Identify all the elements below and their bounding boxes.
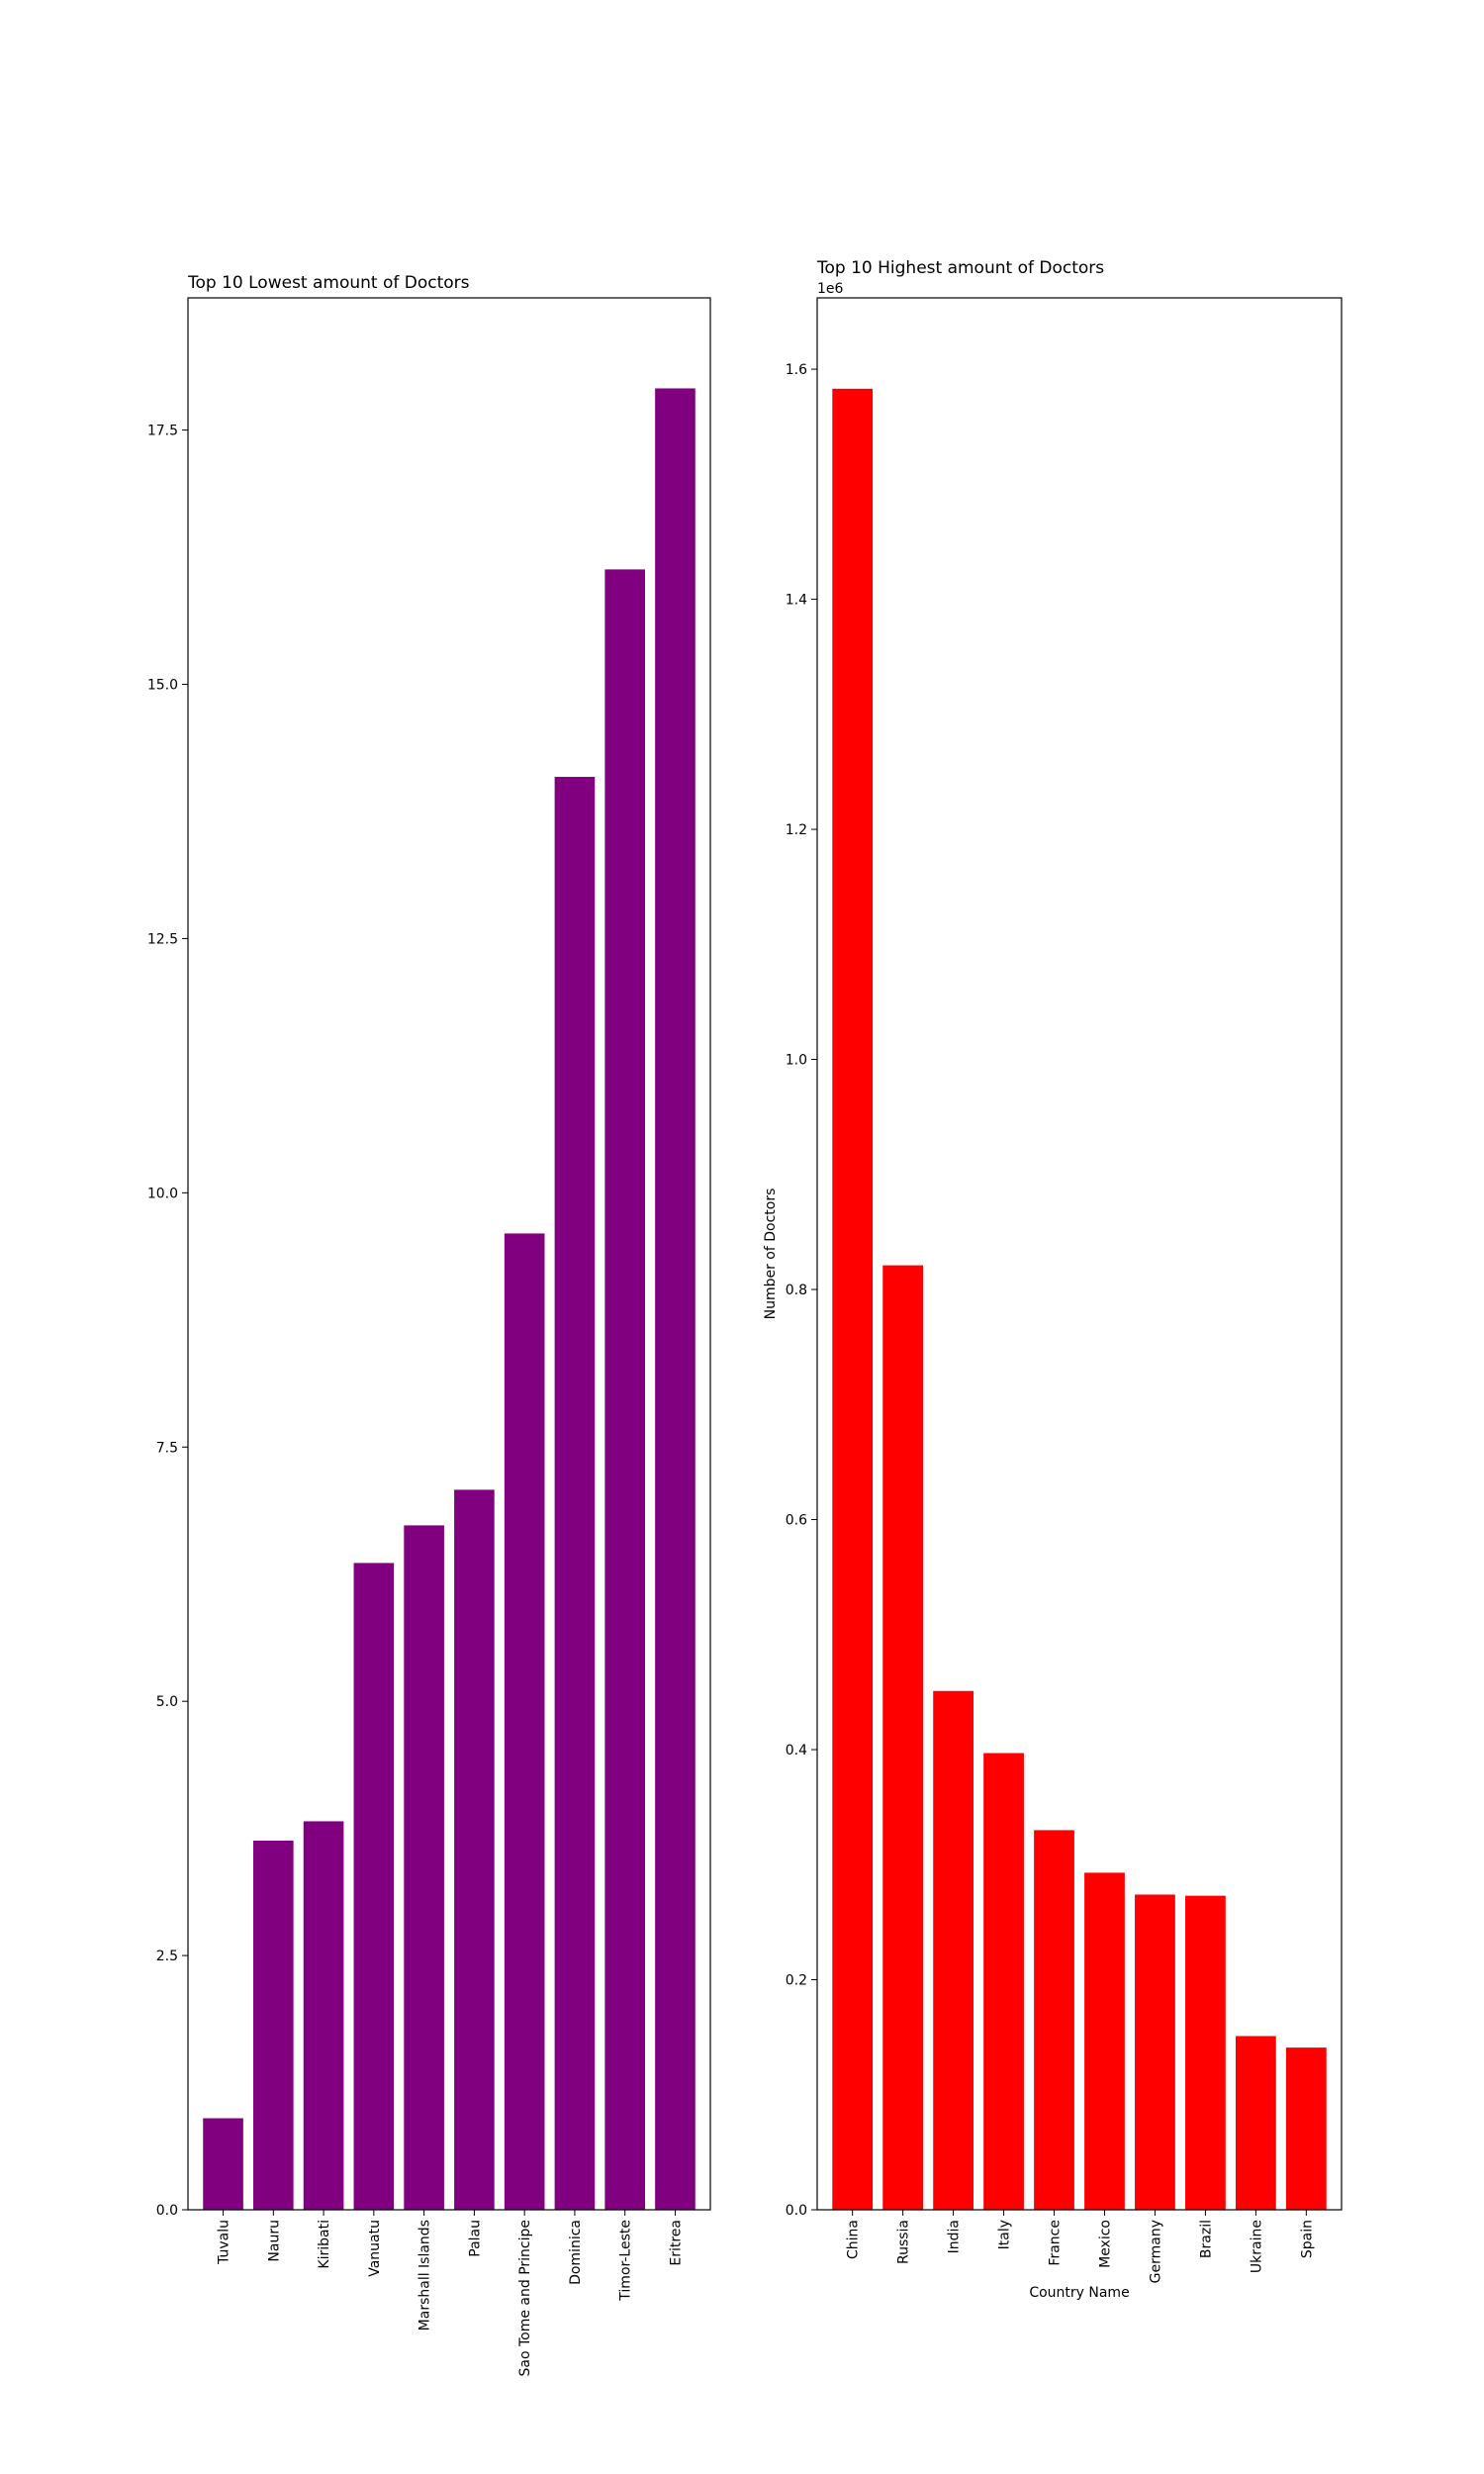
y-offset-text: 1e6 — [817, 281, 844, 297]
y-tick-label: 12.5 — [147, 931, 178, 947]
x-tick-label: China — [846, 2220, 862, 2259]
bar-sao-tome-and-principe — [504, 1233, 545, 2210]
x-tick-label: India — [947, 2220, 963, 2253]
bar-vanuatu — [353, 1563, 395, 2210]
chart-panel-1: 0.0 2.5 5.0 7.5 10.0 12.5 15.0 17.5 Tuvalu Nauru K… — [147, 273, 711, 2377]
bar-dominica — [554, 777, 596, 2210]
bar-spain — [1285, 2047, 1327, 2210]
x-axis-label: Country Name — [1029, 2285, 1129, 2301]
x-tick-label: Dominica — [568, 2220, 584, 2285]
plot-frame — [187, 297, 711, 2211]
bar-russia — [882, 1265, 924, 2210]
bar-france — [1034, 1830, 1074, 2210]
chart-title: Top 10 Lowest amount of Doctors — [187, 273, 470, 293]
y-tick-label: 15.0 — [147, 678, 178, 694]
x-tick-label: Sao Tome and Principe — [517, 2220, 533, 2377]
y-tick-label: 1.6 — [786, 362, 807, 378]
x-tick-label: Palau — [467, 2220, 483, 2257]
bar-nauru — [253, 1840, 294, 2210]
bar-eritrea — [655, 388, 696, 2211]
bar-italy — [983, 1753, 1024, 2210]
x-tick-label: Marshall Islands — [417, 2220, 433, 2331]
x-tick-label: Russia — [896, 2220, 912, 2264]
y-tick-label: 0.0 — [786, 2203, 807, 2219]
y-tick-label: 0.0 — [156, 2203, 178, 2219]
x-tick-label: Vanuatu — [367, 2220, 383, 2277]
y-tick-label: 0.6 — [786, 1513, 807, 1529]
bar-china — [832, 388, 874, 2211]
x-tick-label: Germany — [1148, 2220, 1163, 2283]
y-axis-label: Number of Doctors — [763, 1189, 779, 1320]
x-tick-label: Timor-Leste — [618, 2220, 634, 2302]
x-tick-label: Kiribati — [317, 2220, 332, 2269]
x-tick-label: Italy — [997, 2220, 1013, 2249]
x-tick-label: Spain — [1299, 2220, 1315, 2258]
y-tick-label: 5.0 — [156, 1694, 178, 1710]
y-tick-label: 0.8 — [786, 1283, 807, 1298]
x-tick-label: France — [1048, 2220, 1064, 2266]
y-tick-label: 2.5 — [156, 1949, 178, 1964]
bar-ukraine — [1235, 2036, 1276, 2210]
y-tick-label: 1.4 — [786, 593, 807, 609]
chart-panel-2: 0.0 0.2 0.4 0.6 0.8 1.0 1.2 1.4 1.6 China Russia In… — [763, 258, 1343, 2301]
x-tick-label: Tuvalu — [217, 2220, 232, 2265]
y-tick-label: 1.2 — [786, 822, 807, 838]
y-tick-label: 1.0 — [786, 1053, 807, 1069]
y-tick-label: 17.5 — [147, 424, 178, 439]
bar-brazil — [1185, 1895, 1226, 2210]
plot-frame — [816, 297, 1343, 2211]
bar-marshall-islands — [404, 1525, 444, 2210]
y-tick-label: 0.2 — [786, 1973, 807, 1989]
x-tick-label: Brazil — [1198, 2220, 1214, 2258]
x-tick-label: Ukraine — [1249, 2220, 1264, 2273]
chart-title: Top 10 Highest amount of Doctors — [816, 258, 1104, 278]
bar-timor-leste — [604, 569, 645, 2210]
y-tick-label: 10.0 — [147, 1186, 178, 1201]
x-tick-label: Mexico — [1097, 2220, 1113, 2268]
y-tick-label: 7.5 — [156, 1440, 178, 1456]
bar-india — [933, 1690, 974, 2210]
x-tick-label: Nauru — [266, 2220, 282, 2262]
bar-germany — [1135, 1894, 1175, 2210]
bar-palau — [454, 1489, 495, 2210]
y-tick-label: 0.4 — [786, 1743, 807, 1759]
x-tick-label: Eritrea — [668, 2220, 684, 2266]
bar-mexico — [1084, 1872, 1125, 2210]
bar-kiribati — [303, 1821, 344, 2210]
bar-tuvalu — [203, 2118, 243, 2210]
